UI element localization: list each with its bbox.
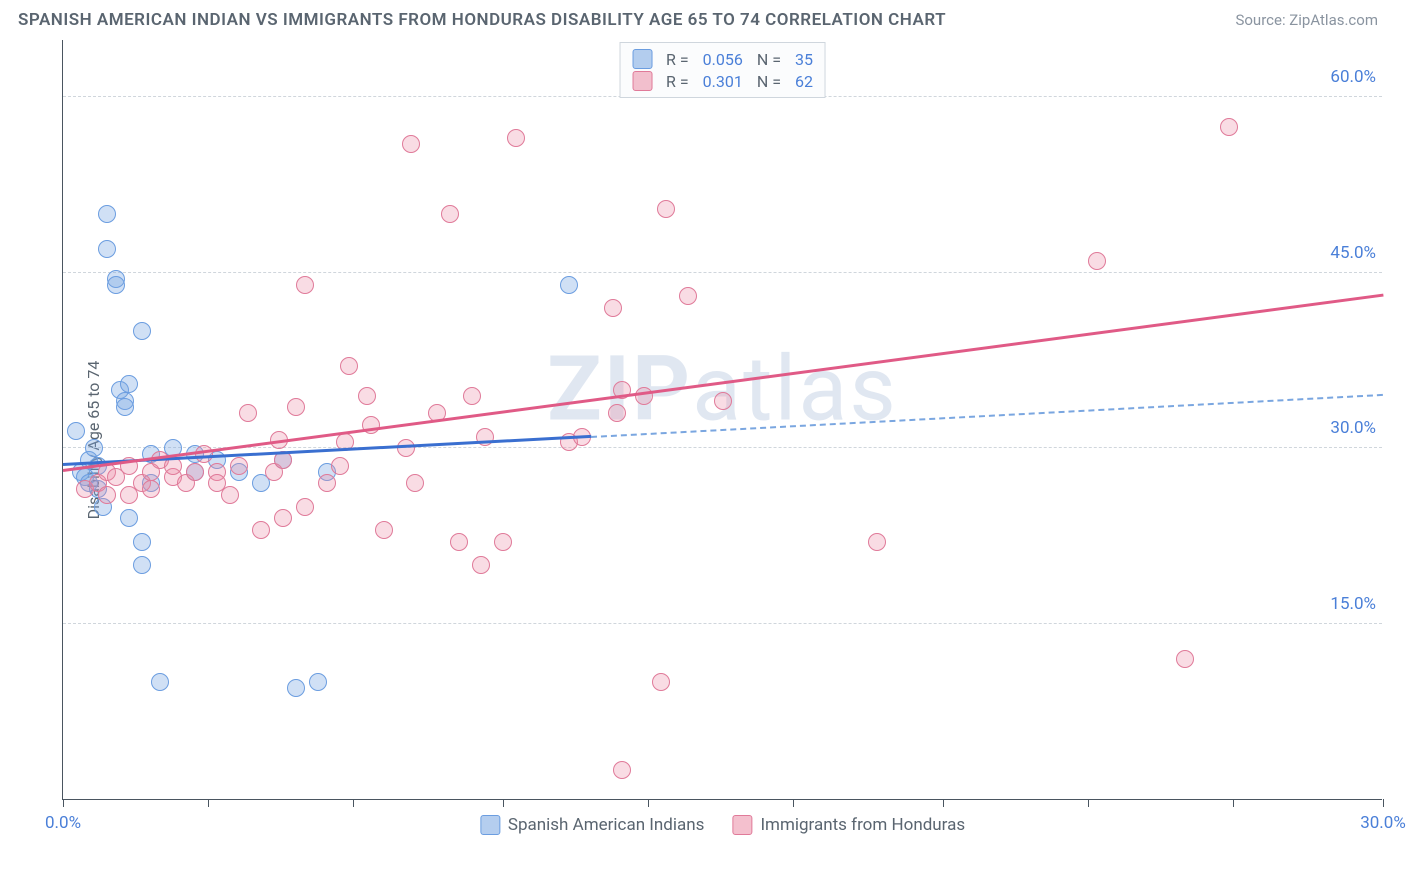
data-point (340, 357, 358, 375)
legend-label: Immigrants from Honduras (760, 815, 965, 835)
data-point (230, 457, 248, 475)
watermark: ZIPatlas (547, 337, 898, 442)
data-point (1176, 650, 1194, 668)
data-point (151, 673, 169, 691)
data-point (107, 276, 125, 294)
y-tick-label: 60.0% (1330, 67, 1376, 87)
x-tick-label: 30.0% (1360, 813, 1406, 833)
data-point (318, 474, 336, 492)
gridline (63, 447, 1382, 448)
data-point (608, 404, 626, 422)
data-point (868, 533, 886, 551)
data-point (98, 486, 116, 504)
data-point (239, 404, 257, 422)
data-point (142, 480, 160, 498)
x-tick (503, 799, 504, 807)
data-point (133, 533, 151, 551)
trend-line (63, 293, 1383, 471)
data-point (133, 556, 151, 574)
data-point (98, 205, 116, 223)
data-point (186, 463, 204, 481)
x-tick (648, 799, 649, 807)
data-point (450, 533, 468, 551)
legend-item: Spanish American Indians (480, 815, 705, 835)
data-point (494, 533, 512, 551)
legend-swatch (632, 49, 652, 69)
x-tick-label: 0.0% (45, 813, 81, 833)
legend-r-label: R = (666, 50, 689, 69)
data-point (652, 673, 670, 691)
data-point (309, 673, 327, 691)
legend-swatch (480, 815, 500, 835)
data-point (714, 392, 732, 410)
data-point (507, 129, 525, 147)
data-point (441, 205, 459, 223)
data-point (679, 287, 697, 305)
x-tick (1233, 799, 1234, 807)
x-tick (63, 799, 64, 807)
data-point (67, 422, 85, 440)
series-legend: Spanish American Indians Immigrants from … (480, 815, 965, 835)
source-label: Source: ZipAtlas.com (1235, 11, 1378, 29)
legend-item: Immigrants from Honduras (732, 815, 965, 835)
data-point (296, 276, 314, 294)
chart-title: SPANISH AMERICAN INDIAN VS IMMIGRANTS FR… (18, 10, 946, 30)
y-tick-label: 30.0% (1330, 418, 1376, 438)
data-point (613, 761, 631, 779)
legend-row: R = 0.301 N = 62 (632, 71, 813, 91)
data-point (1220, 118, 1238, 136)
data-point (397, 439, 415, 457)
data-point (133, 322, 151, 340)
legend-n-value: 62 (795, 72, 813, 91)
legend-r-value: 0.301 (703, 72, 743, 91)
data-point (463, 387, 481, 405)
data-point (85, 439, 103, 457)
legend-n-label: N = (757, 72, 781, 91)
data-point (402, 135, 420, 153)
data-point (358, 387, 376, 405)
correlation-legend: R = 0.056 N = 35 R = 0.301 N = 62 (619, 42, 826, 98)
title-row: SPANISH AMERICAN INDIAN VS IMMIGRANTS FR… (0, 0, 1406, 36)
legend-n-value: 35 (795, 50, 813, 69)
x-tick (793, 799, 794, 807)
data-point (287, 398, 305, 416)
x-tick (208, 799, 209, 807)
y-tick-label: 45.0% (1330, 243, 1376, 263)
data-point (221, 486, 239, 504)
data-point (472, 556, 490, 574)
data-point (296, 498, 314, 516)
data-point (252, 521, 270, 539)
x-tick (1088, 799, 1089, 807)
data-point (604, 299, 622, 317)
legend-swatch (732, 815, 752, 835)
x-tick (1383, 799, 1384, 807)
x-tick (353, 799, 354, 807)
data-point (331, 457, 349, 475)
x-tick (943, 799, 944, 807)
legend-swatch (632, 71, 652, 91)
plot-area: ZIPatlas 15.0%30.0%45.0%60.0%0.0%30.0%R … (62, 40, 1382, 800)
data-point (98, 240, 116, 258)
data-point (120, 375, 138, 393)
legend-row: R = 0.056 N = 35 (632, 49, 813, 69)
chart-container: Disability Age 65 to 74 ZIPatlas 15.0%30… (18, 40, 1388, 840)
legend-r-label: R = (666, 72, 689, 91)
data-point (116, 398, 134, 416)
data-point (375, 521, 393, 539)
data-point (287, 679, 305, 697)
data-point (120, 509, 138, 527)
gridline (63, 272, 1382, 273)
y-tick-label: 15.0% (1330, 594, 1376, 614)
gridline (63, 623, 1382, 624)
legend-r-value: 0.056 (703, 50, 743, 69)
data-point (560, 276, 578, 294)
legend-n-label: N = (757, 50, 781, 69)
data-point (657, 200, 675, 218)
data-point (274, 509, 292, 527)
legend-label: Spanish American Indians (508, 815, 705, 835)
data-point (1088, 252, 1106, 270)
trend-line (591, 394, 1383, 438)
data-point (406, 474, 424, 492)
